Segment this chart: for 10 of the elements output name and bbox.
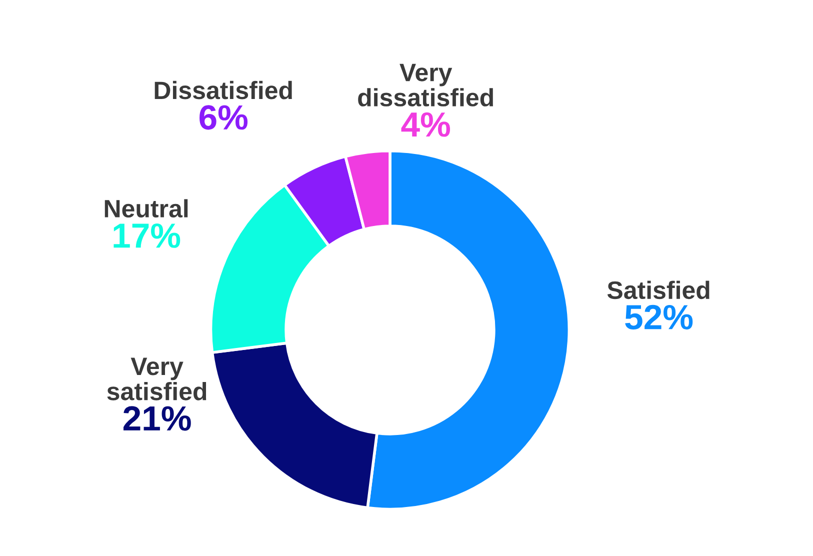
- data-label: 17%: [114, 223, 180, 248]
- data-label: 4%: [401, 112, 450, 137]
- slice-label: Very satisfied: [107, 358, 206, 400]
- slice-label: Neutral: [104, 199, 188, 218]
- slice-label: Satisfied: [607, 280, 710, 300]
- slice-label: Very dissatisfied: [358, 64, 493, 106]
- slice-label: Dissatisfied: [154, 80, 292, 100]
- data-label: 21%: [124, 406, 191, 431]
- data-label: 6%: [200, 105, 248, 130]
- data-label: 52%: [625, 304, 693, 330]
